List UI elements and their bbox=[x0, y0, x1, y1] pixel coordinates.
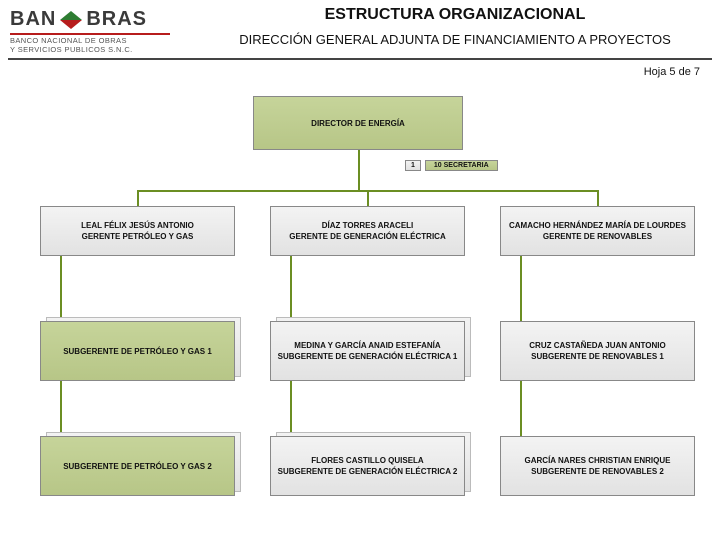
sub-1-1-name: MEDINA Y GARCÍA ANAID ESTEFANÍA bbox=[294, 341, 440, 350]
gerente-0-role: GERENTE PETRÓLEO Y GAS bbox=[82, 232, 194, 241]
node-gerente-2: CAMACHO HERNÁNDEZ MARÍA DE LOURDES GEREN… bbox=[500, 206, 695, 256]
sub-1-2-role: SUBGERENTE DE GENERACIÓN ELÉCTRICA 2 bbox=[278, 467, 458, 476]
line bbox=[597, 190, 599, 206]
line bbox=[137, 190, 139, 206]
node-sub-2-1: CRUZ CASTAÑEDA JUAN ANTONIO SUBGERENTE D… bbox=[500, 321, 695, 381]
line bbox=[367, 190, 369, 206]
page-subtitle: DIRECCIÓN GENERAL ADJUNTA DE FINANCIAMIE… bbox=[200, 32, 710, 47]
page-indicator: Hoja 5 de 7 bbox=[644, 66, 700, 78]
node-secretary-count: 1 10 SECRETARIA bbox=[405, 160, 498, 171]
mini-label: 10 SECRETARIA bbox=[425, 160, 498, 171]
logo-text-right: BRAS bbox=[86, 8, 147, 31]
line bbox=[358, 150, 360, 190]
page-title: ESTRUCTURA ORGANIZACIONAL bbox=[200, 6, 710, 24]
gerente-0-name: LEAL FÉLIX JESÚS ANTONIO bbox=[81, 221, 194, 230]
sub-2-1-role: SUBGERENTE DE RENOVABLES 1 bbox=[531, 352, 664, 361]
logo-text-left: BAN bbox=[10, 8, 56, 31]
sub-2-2-role: SUBGERENTE DE RENOVABLES 2 bbox=[531, 467, 664, 476]
node-sub-1-1: MEDINA Y GARCÍA ANAID ESTEFANÍA SUBGEREN… bbox=[270, 321, 465, 381]
logo-sub2: y Servicios Publicos S.N.C. bbox=[10, 46, 180, 55]
sub-1-2-name: FLORES CASTILLO QUISELA bbox=[311, 456, 423, 465]
node-sub-2-2: GARCÍA NARES CHRISTIAN ENRIQUE SUBGERENT… bbox=[500, 436, 695, 496]
mini-count: 1 bbox=[405, 160, 421, 171]
gerente-1-name: DÍAZ TORRES ARACELI bbox=[322, 221, 414, 230]
gerente-1-role: GERENTE DE GENERACIÓN ELÉCTRICA bbox=[289, 232, 445, 241]
node-sub-1-2: FLORES CASTILLO QUISELA SUBGERENTE DE GE… bbox=[270, 436, 465, 496]
node-sub-0-2: SUBGERENTE DE PETRÓLEO Y GAS 2 bbox=[40, 436, 235, 496]
sub-1-1-role: SUBGERENTE DE GENERACIÓN ELÉCTRICA 1 bbox=[278, 352, 458, 361]
director-role: DIRECTOR DE ENERGÍA bbox=[311, 119, 405, 128]
sub-0-2-role: SUBGERENTE DE PETRÓLEO Y GAS 2 bbox=[63, 462, 212, 471]
gerente-2-name: CAMACHO HERNÁNDEZ MARÍA DE LOURDES bbox=[509, 221, 686, 230]
logo-icon bbox=[60, 11, 82, 29]
node-director: DIRECTOR DE ENERGÍA bbox=[253, 96, 463, 150]
sub-0-1-role: SUBGERENTE DE PETRÓLEO Y GAS 1 bbox=[63, 347, 212, 356]
node-sub-0-1: SUBGERENTE DE PETRÓLEO Y GAS 1 bbox=[40, 321, 235, 381]
logo: BAN BRAS Banco Nacional de Obras y Servi… bbox=[10, 8, 180, 54]
node-gerente-0: LEAL FÉLIX JESÚS ANTONIO GERENTE PETRÓLE… bbox=[40, 206, 235, 256]
gerente-2-role: GERENTE DE RENOVABLES bbox=[543, 232, 652, 241]
sub-2-1-name: CRUZ CASTAÑEDA JUAN ANTONIO bbox=[529, 341, 665, 350]
node-gerente-1: DÍAZ TORRES ARACELI GERENTE DE GENERACIÓ… bbox=[270, 206, 465, 256]
sub-2-2-name: GARCÍA NARES CHRISTIAN ENRIQUE bbox=[525, 456, 671, 465]
org-chart: DIRECTOR DE ENERGÍA 1 10 SECRETARIA LEAL… bbox=[0, 86, 720, 534]
header-rule bbox=[8, 58, 712, 60]
